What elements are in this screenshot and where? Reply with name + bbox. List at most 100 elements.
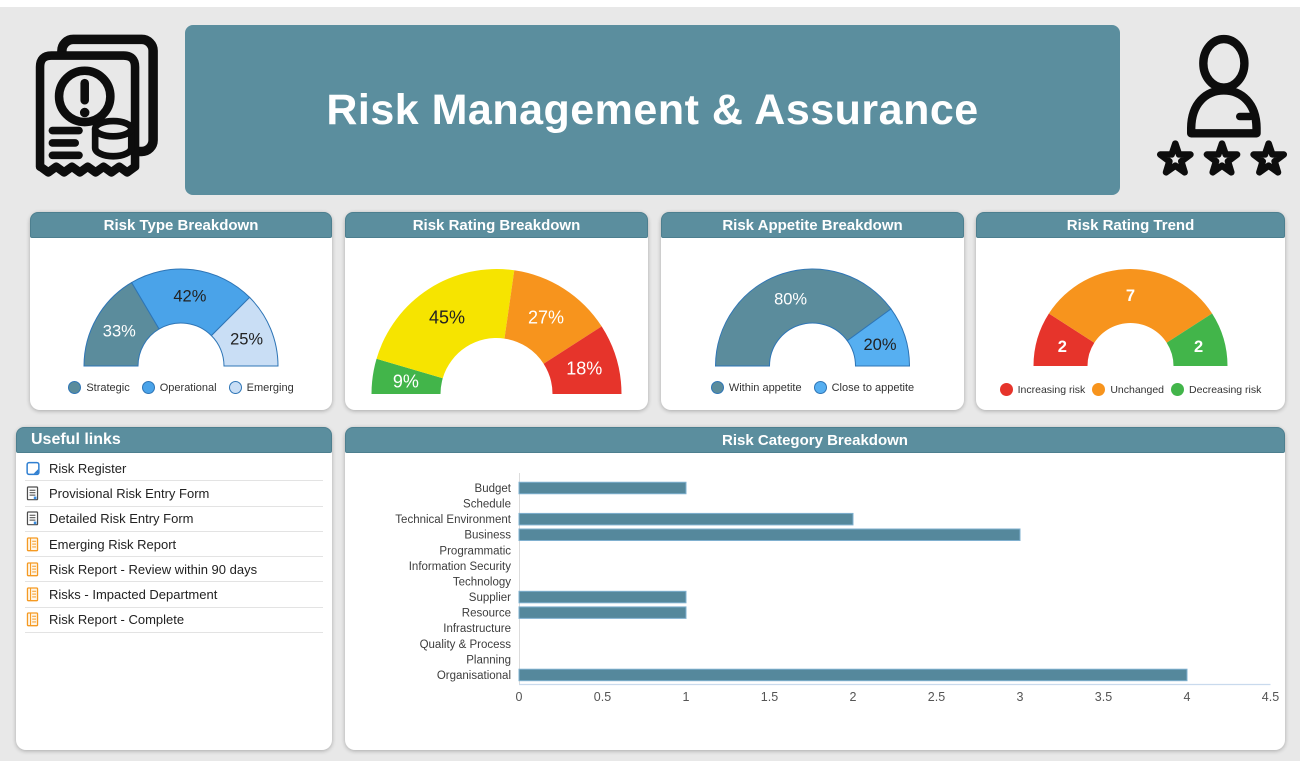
gauge-chart: 80% 20% <box>661 238 964 410</box>
gauge-segment[interactable] <box>504 270 602 364</box>
card-title: Risk Rating Trend <box>976 212 1285 238</box>
card-title: Risk Type Breakdown <box>30 212 332 238</box>
bar-category-label: Quality & Process <box>420 639 512 651</box>
useful-link-item[interactable]: Detailed Risk Entry Form <box>25 507 323 532</box>
x-axis-tick-label: 2.5 <box>928 690 945 704</box>
bar[interactable] <box>518 668 1188 682</box>
person-rating-stars-icon <box>1152 22 1292 189</box>
bar-category-label: Budget <box>475 483 512 495</box>
gauge-segment-value: 18% <box>566 359 602 379</box>
useful-link-item[interactable]: Risk Report - Review within 90 days <box>25 557 323 583</box>
useful-link-item[interactable]: Emerging Risk Report <box>25 532 323 558</box>
useful-link-label: Detailed Risk Entry Form <box>49 511 194 527</box>
legend-label: Within appetite <box>728 381 802 394</box>
risk-type-breakdown-card: Risk Type Breakdown 33% 42% 25% Strategic O… <box>30 212 332 410</box>
gauge-segment[interactable] <box>371 358 443 394</box>
gauge-segment-value: 2 <box>1194 338 1203 356</box>
x-axis-tick-label: 1.5 <box>761 690 778 704</box>
gauge-segment-value: 80% <box>774 290 807 308</box>
bar[interactable] <box>518 481 687 495</box>
gauge-legend: Increasing risk Unchanged Decreasing risk <box>976 383 1285 396</box>
useful-link-label: Risk Report - Complete <box>49 612 185 628</box>
gauge-segment-value: 2 <box>1058 338 1067 356</box>
useful-link-item[interactable]: Provisional Risk Entry Form <box>25 481 323 507</box>
useful-link-label: Emerging Risk Report <box>49 536 177 552</box>
legend-label: Unchanged <box>1110 383 1165 396</box>
risk-document-icon <box>22 26 174 187</box>
risk-category-breakdown-card: Risk Category Breakdown Budget Schedule Te… <box>345 427 1285 750</box>
bar-category-label: Information Security <box>409 561 512 573</box>
gauge-segment[interactable] <box>130 268 251 337</box>
bar[interactable] <box>518 512 854 526</box>
bar[interactable] <box>518 606 687 619</box>
bar[interactable] <box>518 590 687 604</box>
bar-category-label: Schedule <box>463 499 511 511</box>
note-icon <box>25 461 40 476</box>
report-icon <box>25 536 40 552</box>
bar-category-label: Planning <box>466 654 511 666</box>
useful-link-label: Risk Report - Review within 90 days <box>49 561 258 577</box>
gauge-svg: 2 7 2 <box>1033 269 1228 366</box>
legend-item[interactable]: Unchanged <box>1092 383 1164 396</box>
gauge-segment[interactable] <box>714 268 892 367</box>
gauge-segment[interactable] <box>846 308 911 367</box>
x-axis-tick-label: 3.5 <box>1095 690 1112 704</box>
gauge-segment-value: 25% <box>230 331 263 349</box>
legend-dot-icon <box>999 383 1013 396</box>
gauge-segment[interactable] <box>210 296 279 367</box>
useful-links-list: Risk Register Provisional Risk Entry Form… <box>16 453 332 634</box>
gauge-segment-value: 20% <box>863 336 896 354</box>
x-axis-tick-label: 3 <box>1017 690 1024 704</box>
risk-rating-breakdown-card: Risk Rating Breakdown 9% 45% 27% 18% <box>345 212 648 410</box>
legend-label: Increasing risk <box>1017 383 1086 396</box>
legend-dot-icon <box>1171 383 1185 396</box>
legend-item[interactable]: Emerging <box>228 381 294 394</box>
gauge-segment-value: 45% <box>429 307 465 327</box>
legend-dot-icon <box>813 381 827 394</box>
gauge-svg: 9% 45% 27% 18% <box>371 268 622 394</box>
gauge-segment-value: 33% <box>103 323 136 341</box>
bar-category-label: Technology <box>453 576 511 588</box>
gauge-segment-value: 9% <box>393 371 419 391</box>
bar-category-label: Infrastructure <box>443 623 511 635</box>
useful-link-item[interactable]: Risk Report - Complete <box>25 608 323 634</box>
x-axis-tick-label: 4 <box>1184 690 1191 704</box>
x-axis-tick-label: 2 <box>850 690 857 704</box>
form-icon <box>25 486 40 501</box>
useful-link-item[interactable]: Risks - Impacted Department <box>25 582 323 608</box>
gauge-segment-value: 27% <box>528 307 564 327</box>
bar-category-label: Business <box>464 530 511 542</box>
x-axis-tick-label: 0.5 <box>594 690 611 704</box>
gauge-svg: 80% 20% <box>714 268 911 367</box>
gauge-segment[interactable] <box>376 268 515 379</box>
page-title-banner: Risk Management & Assurance <box>185 25 1120 195</box>
card-title: Risk Appetite Breakdown <box>661 212 964 238</box>
legend-item[interactable]: Operational <box>141 381 217 394</box>
legend-item[interactable]: Strategic <box>68 381 130 394</box>
bar[interactable] <box>518 528 1021 541</box>
report-icon <box>25 562 40 577</box>
legend-item[interactable]: Increasing risk <box>999 383 1086 396</box>
useful-link-label: Provisional Risk Entry Form <box>49 485 210 501</box>
gauge-segment[interactable] <box>543 326 622 394</box>
bar-chart: Budget Schedule Technical Environment Busin… <box>395 473 1279 704</box>
legend-dot-icon <box>228 381 242 394</box>
report-icon <box>25 587 40 602</box>
gauge-chart: 9% 45% 27% 18% <box>345 238 648 410</box>
report-icon <box>25 612 40 627</box>
bar-category-label: Organisational <box>437 670 511 682</box>
chart-title: Risk Category Breakdown <box>345 427 1285 453</box>
legend-label: Operational <box>159 381 217 394</box>
gauge-segment[interactable] <box>1048 269 1213 343</box>
gauge-segment[interactable] <box>1033 313 1095 366</box>
risk-appetite-breakdown-card: Risk Appetite Breakdown 80% 20% Within ap… <box>661 212 964 410</box>
bar-category-label: Resource <box>462 608 511 620</box>
useful-links-card: Useful links Risk Register Provisional Ri… <box>16 427 332 750</box>
useful-link-item[interactable]: Risk Register <box>25 456 323 482</box>
legend-item[interactable]: Within appetite <box>710 381 802 394</box>
legend-item[interactable]: Decreasing risk <box>1171 383 1261 396</box>
gauge-segment[interactable] <box>1166 313 1228 366</box>
gauge-segment-value: 7 <box>1126 287 1135 305</box>
legend-item[interactable]: Close to appetite <box>813 381 914 394</box>
x-axis-tick-label: 0 <box>516 690 523 704</box>
